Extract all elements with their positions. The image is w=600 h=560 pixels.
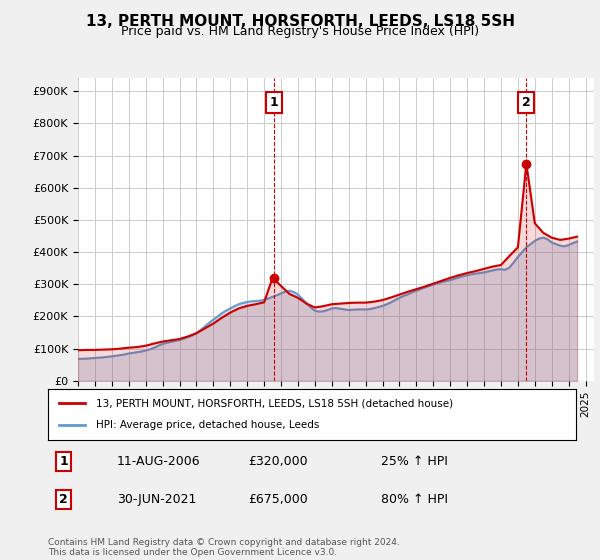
Text: 2: 2: [59, 493, 68, 506]
Text: 2: 2: [522, 96, 531, 109]
Text: 25% ↑ HPI: 25% ↑ HPI: [380, 455, 448, 468]
Text: 1: 1: [59, 455, 68, 468]
Text: Price paid vs. HM Land Registry's House Price Index (HPI): Price paid vs. HM Land Registry's House …: [121, 25, 479, 38]
Text: £320,000: £320,000: [248, 455, 308, 468]
Text: 80% ↑ HPI: 80% ↑ HPI: [380, 493, 448, 506]
Text: 1: 1: [270, 96, 278, 109]
Text: Contains HM Land Registry data © Crown copyright and database right 2024.
This d: Contains HM Land Registry data © Crown c…: [48, 538, 400, 557]
Text: £675,000: £675,000: [248, 493, 308, 506]
Text: 13, PERTH MOUNT, HORSFORTH, LEEDS, LS18 5SH (detached house): 13, PERTH MOUNT, HORSFORTH, LEEDS, LS18 …: [95, 398, 452, 408]
Text: 11-AUG-2006: 11-AUG-2006: [116, 455, 200, 468]
Text: HPI: Average price, detached house, Leeds: HPI: Average price, detached house, Leed…: [95, 421, 319, 431]
Text: 30-JUN-2021: 30-JUN-2021: [116, 493, 196, 506]
Text: 13, PERTH MOUNT, HORSFORTH, LEEDS, LS18 5SH: 13, PERTH MOUNT, HORSFORTH, LEEDS, LS18 …: [86, 14, 515, 29]
